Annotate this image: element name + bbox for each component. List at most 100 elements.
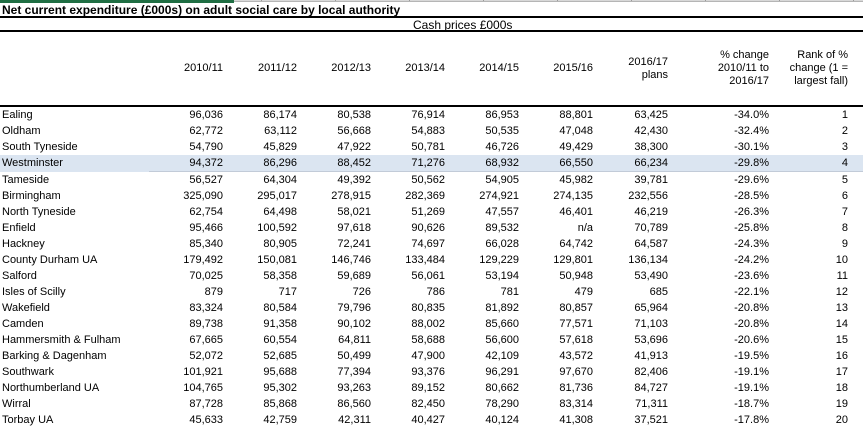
value-cell-2012-13[interactable]: 726 <box>352 286 371 298</box>
authority-name-cell[interactable]: Northumberland UA <box>2 382 100 394</box>
value-cell-2010-11[interactable]: 62,754 <box>189 206 223 218</box>
value-cell-2010-11[interactable]: 85,340 <box>189 238 223 250</box>
value-cell-2010-11[interactable]: 94,372 <box>149 155 223 172</box>
pct-change-cell[interactable]: -22.1% <box>734 286 769 298</box>
rank-cell[interactable]: 19 <box>835 398 848 410</box>
rank-cell[interactable]: 7 <box>841 206 848 218</box>
header-2014-15[interactable]: 2014/15 <box>479 62 519 74</box>
value-cell-2013-14[interactable]: 58,688 <box>411 334 445 346</box>
value-cell-2015-16[interactable]: 45,982 <box>559 174 593 186</box>
value-cell-2010-11[interactable]: 179,492 <box>183 254 223 266</box>
pct-change-cell[interactable]: -17.8% <box>734 414 769 426</box>
header-2015-16[interactable]: 2015/16 <box>553 62 593 74</box>
value-cell-2012-13[interactable]: 72,241 <box>337 238 371 250</box>
value-cell-2014-15[interactable]: 40,124 <box>485 414 519 426</box>
value-cell-2010-11[interactable]: 54,790 <box>189 141 223 153</box>
value-cell-2011-12[interactable]: 100,592 <box>257 222 297 234</box>
value-cell-2013-14[interactable]: 74,697 <box>411 238 445 250</box>
value-cell-2016-17-plans[interactable]: 82,406 <box>634 366 668 378</box>
authority-name-cell[interactable]: Camden <box>2 318 44 330</box>
authority-name-cell[interactable]: South Tyneside <box>2 141 78 153</box>
value-cell-2015-16[interactable]: 83,314 <box>559 398 593 410</box>
authority-name-cell[interactable]: Westminster <box>0 155 149 172</box>
value-cell-2011-12[interactable]: 42,759 <box>263 414 297 426</box>
value-cell-2013-14[interactable]: 133,484 <box>405 254 445 266</box>
value-cell-2011-12[interactable]: 86,174 <box>263 109 297 121</box>
table-title[interactable]: Net current expenditure (£000s) on adult… <box>0 3 863 18</box>
pct-change-cell[interactable]: -28.5% <box>734 190 769 202</box>
value-cell-2016-17-plans[interactable]: 685 <box>649 286 668 298</box>
value-cell-2014-15[interactable]: 274,921 <box>479 190 519 202</box>
pct-change-cell[interactable]: -19.1% <box>734 382 769 394</box>
value-cell-2015-16[interactable]: 77,571 <box>559 318 593 330</box>
value-cell-2014-15[interactable]: 129,229 <box>479 254 519 266</box>
value-cell-2012-13[interactable]: 56,668 <box>337 125 371 137</box>
value-cell-2010-11[interactable]: 89,738 <box>189 318 223 330</box>
value-cell-2015-16[interactable]: 64,742 <box>559 238 593 250</box>
value-cell-2010-11[interactable]: 67,665 <box>189 334 223 346</box>
value-cell-2013-14[interactable]: 50,781 <box>411 141 445 153</box>
value-cell-2010-11[interactable]: 104,765 <box>183 382 223 394</box>
header-authority[interactable] <box>0 32 149 106</box>
header-2011-12[interactable]: 2011/12 <box>258 62 297 74</box>
value-cell-2011-12[interactable]: 52,685 <box>263 350 297 362</box>
rank-cell[interactable]: 3 <box>841 141 848 153</box>
value-cell-2012-13[interactable]: 59,689 <box>337 270 371 282</box>
value-cell-2014-15[interactable]: 54,905 <box>485 174 519 186</box>
value-cell-2012-13[interactable]: 278,915 <box>331 190 371 202</box>
authority-name-cell[interactable]: Birmingham <box>2 190 61 202</box>
pct-change-cell[interactable]: -25.8% <box>734 222 769 234</box>
rank-cell[interactable]: 18 <box>835 382 848 394</box>
value-cell-2011-12[interactable]: 95,688 <box>263 366 297 378</box>
pct-change-cell[interactable]: -29.6% <box>734 174 769 186</box>
rank-cell[interactable]: 15 <box>835 334 848 346</box>
value-cell-2016-17-plans[interactable]: 71,103 <box>634 318 668 330</box>
value-cell-2015-16[interactable]: n/a <box>577 222 593 234</box>
header-pct-change[interactable]: % change 2010/11 to 2016/17 <box>717 49 769 87</box>
value-cell-2013-14[interactable]: 40,427 <box>411 414 445 426</box>
value-cell-2015-16[interactable]: 43,572 <box>559 350 593 362</box>
value-cell-2016-17-plans[interactable]: 39,781 <box>634 174 668 186</box>
value-cell-2013-14[interactable]: 88,002 <box>411 318 445 330</box>
value-cell-2010-11[interactable]: 325,090 <box>183 190 223 202</box>
value-cell-2011-12[interactable]: 295,017 <box>257 190 297 202</box>
value-cell-2016-17-plans[interactable]: 136,134 <box>628 254 668 266</box>
authority-name-cell[interactable]: Salford <box>2 270 37 282</box>
value-cell-2013-14[interactable]: 50,562 <box>411 174 445 186</box>
rank-cell[interactable]: 8 <box>841 222 848 234</box>
value-cell-2015-16[interactable]: 479 <box>574 286 593 298</box>
header-2016-17-plans[interactable]: 2016/17 plans <box>628 55 668 81</box>
rank-cell[interactable]: 16 <box>835 350 848 362</box>
value-cell-2013-14[interactable]: 54,883 <box>411 125 445 137</box>
value-cell-2015-16[interactable]: 41,308 <box>559 414 593 426</box>
value-cell-2012-13[interactable]: 97,618 <box>337 222 371 234</box>
pct-change-cell[interactable]: -30.1% <box>734 141 769 153</box>
value-cell-2013-14[interactable]: 80,835 <box>411 302 445 314</box>
authority-name-cell[interactable]: Ealing <box>2 109 33 121</box>
rank-cell[interactable]: 14 <box>835 318 848 330</box>
value-cell-2014-15[interactable]: 47,557 <box>485 206 519 218</box>
authority-name-cell[interactable]: County Durham UA <box>2 254 98 266</box>
pct-change-cell[interactable]: -29.8% <box>668 155 769 172</box>
value-cell-2016-17-plans[interactable]: 37,521 <box>634 414 668 426</box>
value-cell-2010-11[interactable]: 96,036 <box>189 109 223 121</box>
value-cell-2014-15[interactable]: 56,600 <box>485 334 519 346</box>
value-cell-2016-17-plans[interactable]: 38,300 <box>634 141 668 153</box>
value-cell-2013-14[interactable]: 93,376 <box>411 366 445 378</box>
value-cell-2013-14[interactable]: 282,369 <box>405 190 445 202</box>
rank-cell[interactable]: 12 <box>835 286 848 298</box>
header-2013-14[interactable]: 2013/14 <box>405 62 445 74</box>
value-cell-2010-11[interactable]: 45,633 <box>189 414 223 426</box>
value-cell-2010-11[interactable]: 62,772 <box>189 125 223 137</box>
authority-name-cell[interactable]: Wakefield <box>2 302 50 314</box>
value-cell-2016-17-plans[interactable]: 64,587 <box>634 238 668 250</box>
value-cell-2015-16[interactable]: 88,801 <box>559 109 593 121</box>
header-2010-11[interactable]: 2010/11 <box>184 62 223 74</box>
value-cell-2013-14[interactable]: 89,152 <box>411 382 445 394</box>
pct-change-cell[interactable]: -18.7% <box>734 398 769 410</box>
value-cell-2014-15[interactable]: 81,892 <box>485 302 519 314</box>
value-cell-2011-12[interactable]: 80,905 <box>263 238 297 250</box>
rank-cell[interactable]: 6 <box>841 190 848 202</box>
value-cell-2014-15[interactable]: 78,290 <box>485 398 519 410</box>
value-cell-2014-15[interactable]: 66,028 <box>485 238 519 250</box>
